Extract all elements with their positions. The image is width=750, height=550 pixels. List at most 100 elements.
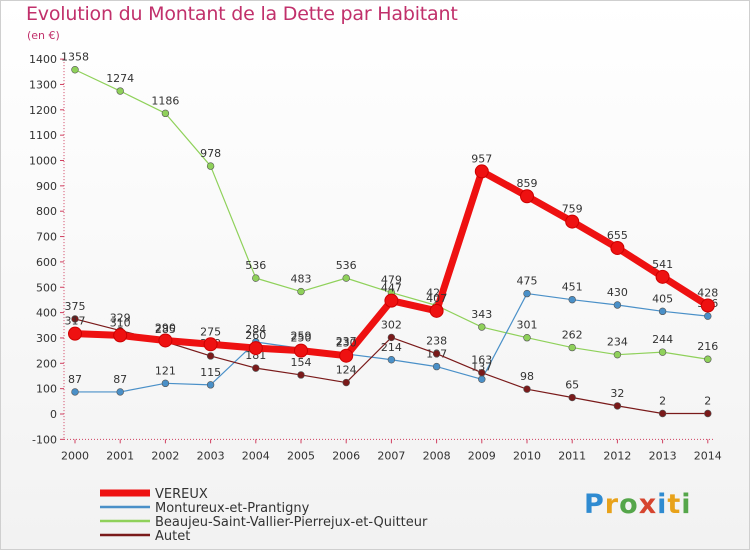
data-point-autet — [523, 385, 531, 393]
data-point-vereux — [203, 337, 218, 352]
data-label-vereux: 275 — [200, 325, 221, 338]
logo-letter: t — [667, 489, 682, 520]
data-label-autet: 285 — [155, 323, 176, 336]
data-point-autet — [478, 368, 486, 377]
y-tick-label: 0 — [50, 408, 57, 421]
x-tick-label: 2003 — [197, 449, 225, 462]
data-point-montureux-et-prantigny — [71, 388, 79, 396]
data-label-beaujeu-saint-vallier-pierrejux-et-quitteur: 978 — [200, 147, 221, 160]
data-label-vereux: 317 — [65, 315, 86, 328]
data-label-montureux-et-prantigny: 475 — [517, 275, 538, 288]
y-tick-label: 900 — [36, 180, 57, 193]
data-label-montureux-et-prantigny: 115 — [200, 366, 221, 379]
proxiti-logo: Proxiti — [584, 489, 692, 520]
data-point-vereux — [700, 298, 715, 313]
x-tick-label: 2005 — [287, 449, 315, 462]
data-point-beaujeu-saint-vallier-pierrejux-et-quitteur — [568, 343, 576, 352]
data-point-vereux — [339, 348, 354, 363]
data-point-montureux-et-prantigny — [206, 381, 215, 389]
data-label-autet: 163 — [471, 354, 492, 367]
data-point-autet — [658, 409, 667, 418]
data-label-autet: 65 — [565, 379, 579, 392]
data-label-montureux-et-prantigny: 87 — [113, 373, 127, 386]
data-point-vereux — [248, 341, 263, 356]
data-label-montureux-et-prantigny: 214 — [381, 341, 402, 354]
data-point-beaujeu-saint-vallier-pierrejux-et-quitteur — [161, 109, 170, 118]
x-tick-label: 2004 — [242, 449, 270, 462]
data-label-beaujeu-saint-vallier-pierrejux-et-quitteur: 262 — [562, 329, 583, 342]
data-label-beaujeu-saint-vallier-pierrejux-et-quitteur: 1358 — [61, 51, 89, 64]
data-point-beaujeu-saint-vallier-pierrejux-et-quitteur — [116, 87, 124, 95]
data-label-vereux: 759 — [562, 203, 583, 216]
data-point-beaujeu-saint-vallier-pierrejux-et-quitteur — [71, 66, 79, 74]
data-point-vereux — [294, 343, 308, 358]
x-tick-label: 2011 — [558, 449, 586, 462]
data-label-beaujeu-saint-vallier-pierrejux-et-quitteur: 536 — [245, 259, 266, 272]
data-label-autet: 154 — [291, 356, 312, 369]
x-tick-label: 2002 — [151, 449, 179, 462]
data-label-autet: 32 — [610, 387, 624, 400]
data-label-autet: 124 — [336, 364, 357, 377]
data-label-vereux: 859 — [517, 177, 538, 190]
data-point-montureux-et-prantigny — [568, 295, 576, 304]
y-tick-label: 1300 — [29, 78, 57, 91]
data-label-autet: 238 — [426, 335, 447, 348]
data-label-autet: 2 — [704, 394, 711, 407]
data-label-beaujeu-saint-vallier-pierrejux-et-quitteur: 244 — [652, 333, 673, 346]
logo-letter: o — [619, 489, 639, 520]
data-point-vereux — [565, 214, 580, 229]
data-label-beaujeu-saint-vallier-pierrejux-et-quitteur: 1186 — [151, 94, 179, 107]
data-point-vereux — [68, 326, 82, 341]
data-label-vereux: 407 — [426, 292, 447, 305]
data-point-autet — [704, 409, 712, 418]
x-tick-label: 2012 — [603, 449, 631, 462]
logo-letter: i — [657, 489, 668, 520]
data-point-beaujeu-saint-vallier-pierrejux-et-quitteur — [206, 162, 215, 170]
legend-label-beaujeu-saint-vallier-pierrejux-et-quitteur: Beaujeu-Saint-Vallier-Pierrejux-et-Quitt… — [155, 515, 428, 530]
data-label-beaujeu-saint-vallier-pierrejux-et-quitteur: 479 — [381, 274, 402, 287]
data-point-montureux-et-prantigny — [116, 388, 124, 396]
y-tick-label: 1200 — [29, 104, 57, 117]
data-label-autet: 302 — [381, 318, 402, 331]
data-label-vereux: 541 — [652, 258, 673, 271]
x-tick-label: 2007 — [377, 449, 405, 462]
data-label-montureux-et-prantigny: 405 — [652, 292, 673, 305]
legend-label-vereux: VEREUX — [155, 487, 208, 502]
data-point-autet — [71, 315, 79, 323]
data-label-vereux: 447 — [381, 282, 402, 295]
data-point-montureux-et-prantigny — [523, 289, 531, 298]
data-point-montureux-et-prantigny — [432, 362, 441, 371]
y-tick-label: 1000 — [29, 155, 57, 168]
data-label-beaujeu-saint-vallier-pierrejux-et-quitteur: 1274 — [106, 72, 134, 85]
x-tick-label: 2001 — [106, 449, 134, 462]
logo-letter: i — [681, 489, 692, 520]
x-tick-label: 2000 — [61, 449, 89, 462]
y-tick-label: 1100 — [29, 129, 57, 142]
data-point-montureux-et-prantigny — [478, 375, 486, 383]
y-tick-label: 200 — [36, 357, 57, 370]
data-point-vereux — [610, 240, 625, 255]
logo-letter: r — [604, 489, 620, 520]
data-point-vereux — [113, 328, 128, 343]
data-label-autet: 2 — [659, 394, 666, 407]
data-point-autet — [342, 378, 350, 387]
data-point-vereux — [158, 333, 173, 348]
data-label-beaujeu-saint-vallier-pierrejux-et-quitteur: 301 — [517, 319, 538, 332]
x-tick-label: 2013 — [649, 449, 677, 462]
data-label-autet: 329 — [110, 312, 131, 325]
data-point-vereux — [655, 269, 670, 284]
x-tick-label: 2014 — [694, 449, 722, 462]
logo-letter: P — [584, 489, 605, 520]
data-label-vereux: 260 — [245, 329, 266, 342]
y-tick-label: 600 — [36, 256, 57, 269]
data-label-vereux: 310 — [110, 316, 131, 329]
y-tick-label: 1400 — [29, 53, 57, 66]
data-point-autet — [206, 352, 215, 360]
data-label-vereux: 655 — [607, 229, 628, 242]
data-label-beaujeu-saint-vallier-pierrejux-et-quitteur: 343 — [471, 308, 492, 321]
data-point-beaujeu-saint-vallier-pierrejux-et-quitteur — [478, 323, 486, 331]
data-label-autet: 98 — [520, 370, 534, 383]
data-point-beaujeu-saint-vallier-pierrejux-et-quitteur — [297, 287, 305, 296]
